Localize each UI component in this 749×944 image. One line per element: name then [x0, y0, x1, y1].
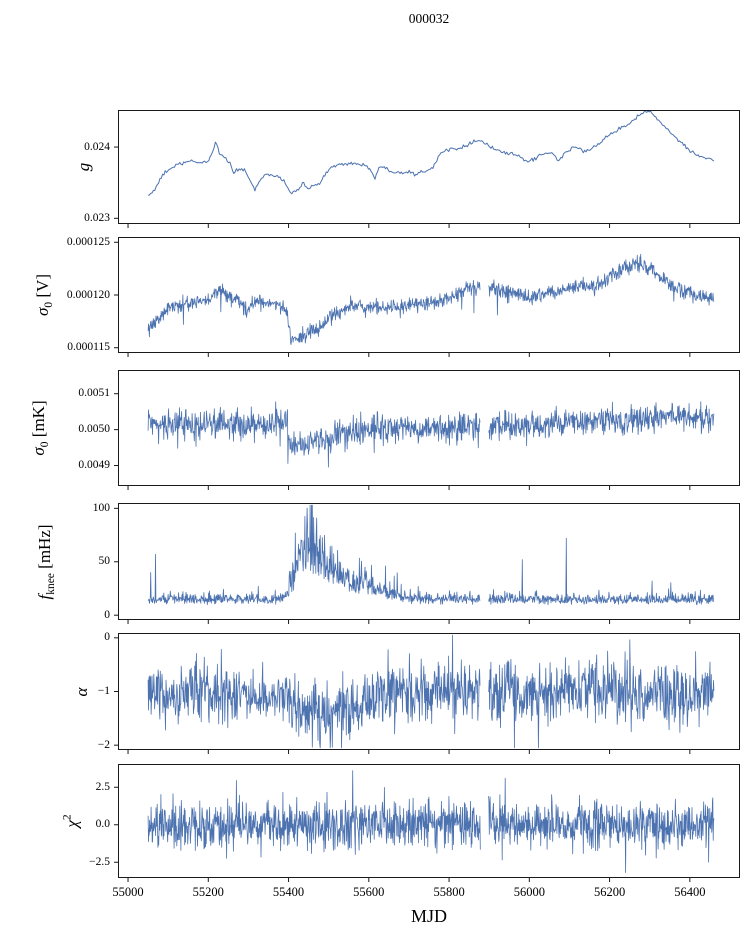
y-tick-label: −1 — [97, 685, 110, 697]
x-tick-label: 56000 — [513, 885, 545, 899]
y-tick-label: 0.000125 — [66, 235, 110, 248]
series-line-chi2 — [147, 770, 715, 873]
y-tick-label: 2.5 — [95, 780, 110, 793]
y-tick-label: 0.0050 — [78, 423, 110, 436]
panel-fknee — [118, 503, 740, 620]
x-tick-label: 55600 — [353, 885, 385, 899]
y-tick-label: −2.5 — [89, 855, 110, 868]
y-tick-label: 0.024 — [84, 140, 110, 153]
y-tick-label: −2 — [97, 738, 110, 751]
y-tick-label: 0.0049 — [78, 459, 110, 472]
series-line-alpha — [147, 634, 715, 749]
panel-sigma0-v — [118, 237, 740, 353]
series-line-sigma0-v — [147, 253, 715, 345]
y-tick-label: 50 — [98, 555, 111, 568]
y-label-chi2: χ2 — [61, 814, 82, 828]
x-tick-label: 56400 — [674, 885, 706, 899]
y-tick-label: 0.0051 — [78, 387, 110, 400]
panel-sigma0-mk — [118, 370, 740, 486]
x-tick-label: 55800 — [433, 885, 465, 899]
y-tick-label: 0 — [104, 631, 110, 644]
y-label-g: g — [74, 162, 93, 172]
y-tick-label: 0.000115 — [67, 341, 110, 354]
x-axis-label: MJD — [410, 906, 447, 926]
y-label-fknee: fknee [mHz] — [34, 523, 58, 600]
x-tick-label: 55200 — [192, 885, 224, 899]
x-tick-label: 55000 — [112, 885, 144, 899]
y-tick-label: 0.0 — [95, 818, 110, 831]
figure-title: 000032 — [408, 11, 450, 26]
y-tick-label: 0.023 — [84, 211, 110, 224]
series-line-sigma0-mk — [147, 401, 715, 468]
y-label-sigma0-v: σ0 [V] — [32, 274, 56, 316]
y-tick-label: 0 — [104, 608, 110, 621]
y-tick-label: 0.000120 — [66, 288, 110, 301]
y-label-sigma0-mk: σ0 [mK] — [28, 400, 52, 456]
series-line-fknee — [147, 504, 715, 606]
y-label-alpha: α — [72, 687, 91, 696]
panel-chi2 — [118, 764, 740, 878]
series-line-g — [148, 111, 715, 196]
panel-g — [118, 110, 740, 224]
y-tick-label: 100 — [92, 501, 110, 514]
x-tick-label: 56200 — [593, 885, 626, 899]
x-tick-label: 55400 — [272, 885, 305, 899]
panel-alpha — [118, 633, 740, 750]
